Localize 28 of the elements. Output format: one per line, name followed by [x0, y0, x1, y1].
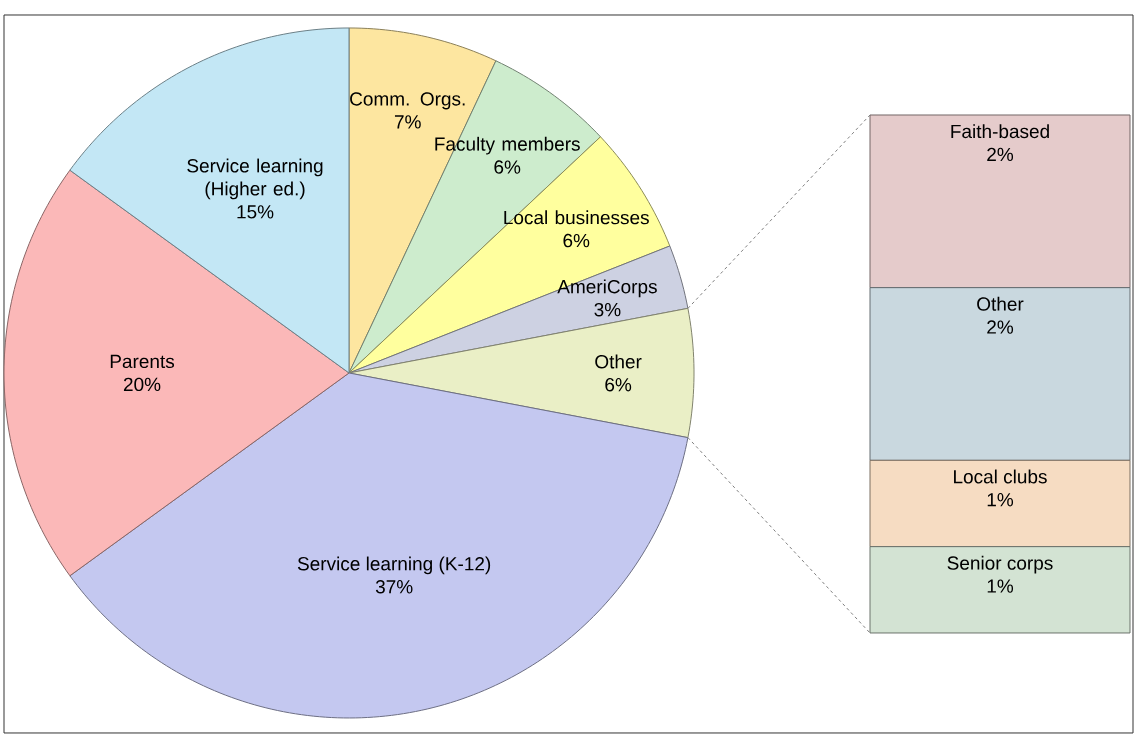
series-label: Senior corps — [947, 555, 1053, 574]
bar — [869, 287, 1131, 461]
slice-label: Comm. Orgs. — [350, 92, 465, 110]
bar — [869, 546, 1131, 634]
series-label: Faith-based — [951, 124, 1049, 139]
slice-label: Faculty members — [435, 136, 580, 155]
data-label: 1% — [987, 579, 1014, 593]
data-label: 6% — [494, 160, 521, 174]
data-label: 20% — [123, 377, 161, 392]
data-label: 3% — [594, 302, 621, 317]
series-label: Other — [977, 296, 1024, 311]
data-label: 37% — [375, 580, 413, 594]
data-label: 2% — [987, 147, 1014, 162]
slice-label: AmeriCorps — [557, 279, 657, 298]
slice-label: Other — [595, 354, 642, 369]
data-label: 15% — [237, 205, 274, 219]
series-label: Local clubs — [954, 469, 1047, 484]
slice-label: Parents — [110, 354, 175, 369]
slice-label: Local businesses — [504, 210, 649, 225]
data-label: 6% — [563, 233, 590, 248]
data-label: 2% — [987, 320, 1014, 334]
slice-label: Service learning (K-12) — [297, 556, 491, 575]
slice-label: Service learning (Higher ed.) — [187, 158, 323, 200]
data-label: 1% — [987, 493, 1014, 507]
data-label: 7% — [394, 115, 421, 129]
data-label: 6% — [605, 378, 632, 392]
bar — [869, 459, 1131, 548]
bar — [869, 114, 1131, 289]
